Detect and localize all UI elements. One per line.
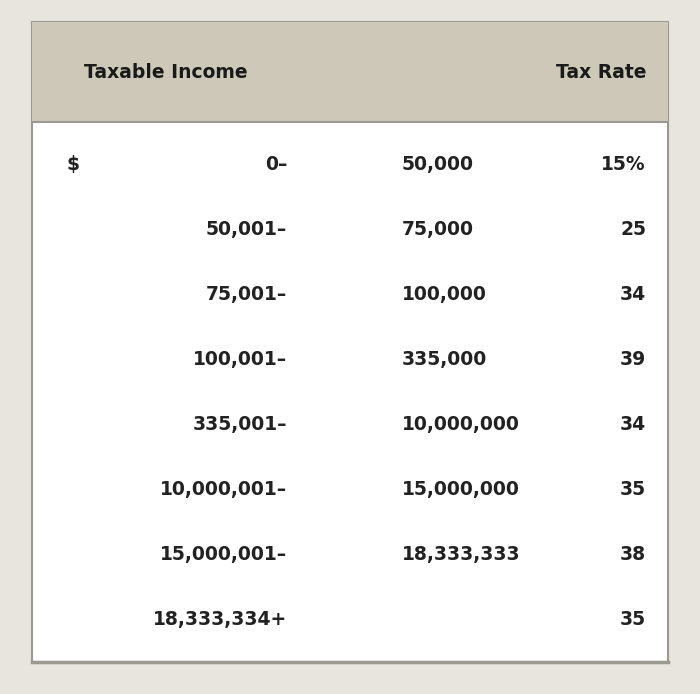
Text: Taxable Income: Taxable Income — [84, 62, 248, 81]
Text: 39: 39 — [620, 350, 646, 369]
Text: 100,001–: 100,001– — [193, 350, 287, 369]
Text: 100,000: 100,000 — [402, 285, 487, 304]
Text: 75,001–: 75,001– — [206, 285, 287, 304]
Text: 34: 34 — [620, 415, 646, 434]
Text: $: $ — [66, 155, 79, 174]
Bar — [32, 22, 668, 122]
Text: 18,333,333: 18,333,333 — [402, 545, 521, 564]
Text: 50,000: 50,000 — [402, 155, 474, 174]
Text: 15,000,000: 15,000,000 — [402, 480, 520, 499]
Text: 335,000: 335,000 — [402, 350, 487, 369]
Text: 35: 35 — [620, 480, 646, 499]
Text: 25: 25 — [620, 220, 646, 239]
Text: 34: 34 — [620, 285, 646, 304]
Text: 335,001–: 335,001– — [193, 415, 287, 434]
Text: 50,001–: 50,001– — [206, 220, 287, 239]
Text: Tax Rate: Tax Rate — [556, 62, 646, 81]
Text: 15,000,001–: 15,000,001– — [160, 545, 287, 564]
Text: 15%: 15% — [601, 155, 646, 174]
Text: 18,333,334+: 18,333,334+ — [153, 610, 287, 629]
Text: 10,000,000: 10,000,000 — [402, 415, 520, 434]
Text: 0–: 0– — [265, 155, 287, 174]
Text: 10,000,001–: 10,000,001– — [160, 480, 287, 499]
Text: 35: 35 — [620, 610, 646, 629]
Text: 38: 38 — [620, 545, 646, 564]
Text: 75,000: 75,000 — [402, 220, 474, 239]
